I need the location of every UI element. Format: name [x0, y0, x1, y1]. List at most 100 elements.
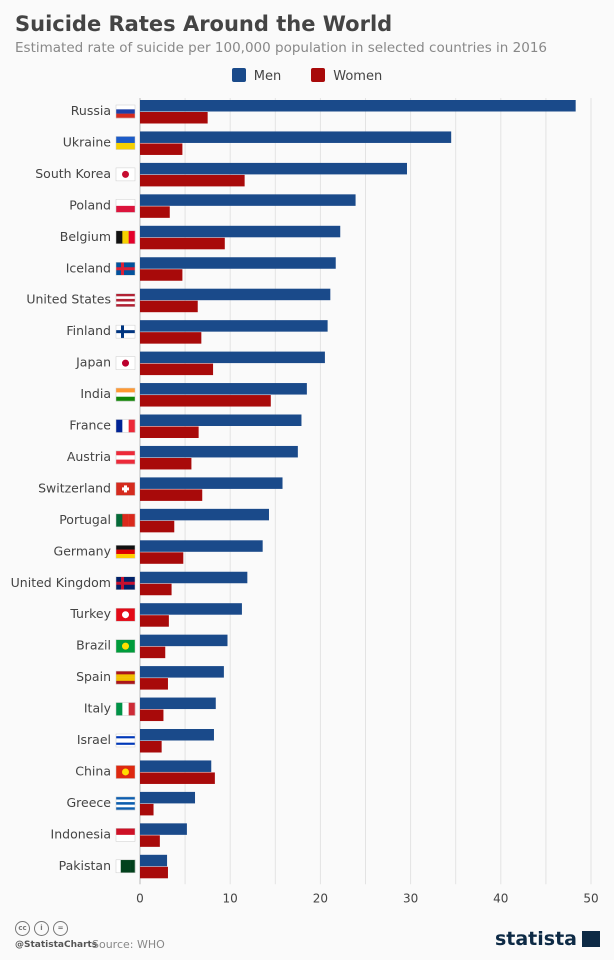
bar-women — [140, 646, 166, 659]
bar-men — [140, 414, 302, 426]
bar-women — [140, 363, 214, 376]
bar-women — [140, 269, 183, 281]
category-label: Switzerland — [38, 480, 111, 495]
flag-icon — [115, 639, 136, 653]
statista-logo[interactable]: statista — [495, 928, 600, 950]
flag-icon — [115, 607, 136, 622]
flag-icon — [115, 262, 136, 276]
bar-men — [140, 729, 214, 741]
flag-icon — [115, 702, 136, 716]
row-ukraine: Ukraine — [63, 131, 452, 155]
row-finland: Finland — [66, 320, 328, 344]
row-japan: Japan — [75, 351, 325, 376]
bar-women — [140, 237, 225, 250]
chart-title: Suicide Rates Around the World — [15, 12, 393, 36]
row-indonesia: Indonesia — [51, 823, 187, 847]
flag-icon — [115, 293, 136, 307]
legend: Men Women — [0, 68, 614, 84]
bar-men — [140, 854, 168, 867]
flag-icon — [115, 104, 136, 119]
category-label: Spain — [76, 669, 111, 684]
flag-icon — [115, 765, 136, 779]
row-south-korea: South Korea — [35, 162, 407, 187]
row-spain: Spain — [76, 666, 224, 690]
row-austria: Austria — [67, 445, 298, 470]
row-iceland: Iceland — [66, 257, 336, 281]
category-label: Iceland — [66, 260, 111, 275]
flag-icon — [115, 513, 136, 528]
category-label: Germany — [54, 543, 112, 558]
bar-women — [140, 457, 192, 470]
flag-icon — [115, 419, 136, 433]
bar-women — [140, 835, 160, 847]
legend-label-women: Women — [333, 69, 383, 84]
flag-icon — [115, 199, 136, 213]
legend-swatch-men — [231, 68, 246, 82]
license-icons: cc i = — [15, 921, 68, 936]
bar-women — [140, 489, 203, 501]
category-label: Italy — [84, 701, 112, 716]
row-israel: Israel — [77, 729, 214, 753]
bar-men — [140, 131, 452, 143]
category-label: Pakistan — [59, 858, 111, 873]
row-greece: Greece — [67, 791, 196, 816]
category-label: Turkey — [69, 606, 111, 621]
x-tick-label: 40 — [493, 891, 508, 905]
row-turkey: Turkey — [69, 603, 242, 627]
flag-icon — [115, 324, 136, 339]
bar-men — [140, 351, 325, 364]
category-label: Finland — [66, 323, 111, 338]
row-united-kingdom: United Kingdom — [11, 571, 248, 596]
flag-icon — [115, 230, 136, 245]
row-italy: Italy — [84, 697, 216, 722]
row-portugal: Portugal — [59, 508, 269, 533]
bar-men — [140, 194, 356, 206]
bar-men — [140, 162, 407, 175]
flag-icon — [115, 356, 136, 370]
logo-text: statista — [494, 928, 577, 950]
bar-women — [140, 678, 168, 690]
bar-women — [140, 395, 271, 407]
bar-men — [140, 540, 263, 552]
legend-item-men: Men — [231, 68, 282, 84]
chart-subtitle: Estimated rate of suicide per 100,000 po… — [15, 40, 547, 56]
flag-icon — [115, 733, 136, 748]
category-label: Austria — [67, 449, 111, 464]
category-label: India — [80, 386, 111, 401]
flag-icon — [115, 859, 136, 874]
category-label: Israel — [77, 732, 111, 747]
flag-icon — [115, 670, 136, 685]
legend-label-men: Men — [253, 69, 282, 84]
bar-men — [140, 666, 224, 678]
flag-icon — [115, 450, 136, 465]
category-label: China — [75, 763, 111, 778]
cc-icon: cc — [15, 921, 30, 936]
category-label: Indonesia — [51, 826, 111, 841]
flag-icon — [115, 796, 136, 811]
category-label: Portugal — [59, 512, 111, 527]
bar-women — [140, 803, 154, 816]
bar-women — [140, 300, 198, 313]
category-label: Japan — [75, 355, 111, 370]
bar-women — [140, 426, 199, 438]
row-pakistan: Pakistan — [59, 854, 168, 879]
footer-handle: @StatistaCharts — [15, 940, 98, 950]
bar-men — [140, 320, 328, 332]
x-tick-label: 20 — [313, 891, 328, 905]
bar-women — [140, 552, 184, 564]
bar-men — [140, 288, 331, 301]
x-tick-label: 50 — [583, 891, 598, 905]
bar-women — [140, 520, 175, 533]
x-tick-label: 30 — [403, 891, 418, 905]
bar-women — [140, 709, 164, 722]
category-label: Greece — [67, 795, 112, 810]
bar-men — [140, 383, 307, 395]
bar-women — [140, 772, 215, 784]
category-label: United States — [26, 292, 111, 307]
bar-men — [140, 791, 196, 804]
by-icon: i — [34, 921, 49, 936]
flag-icon — [115, 545, 136, 559]
row-brazil: Brazil — [76, 634, 228, 659]
bar-men — [140, 823, 187, 835]
